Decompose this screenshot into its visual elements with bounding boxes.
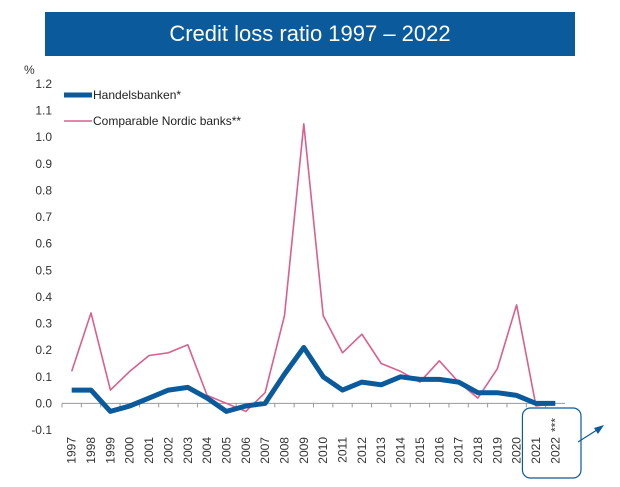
legend: Handelsbanken* Comparable Nordic banks** xyxy=(64,88,241,128)
footnote-marker: *** xyxy=(548,418,562,432)
x-tick-label: 2007 xyxy=(258,437,272,464)
x-tick-label: 2018 xyxy=(471,437,485,464)
highlight-annotation: *** xyxy=(521,407,604,479)
x-tick-label: 2000 xyxy=(123,437,137,464)
x-tick-label: 2003 xyxy=(181,437,195,464)
x-tick-label: 2001 xyxy=(142,437,156,464)
x-tick-label: 2015 xyxy=(413,437,427,464)
x-tick-label: 2002 xyxy=(161,437,175,464)
y-axis: -0.1 0.0 0.1 0.2 0.3 0.4 0.5 0.6 0.7 0.8 0.9 1.0 1.1… xyxy=(31,77,52,437)
x-tick-label: 1999 xyxy=(103,437,117,464)
y-tick-label: 0.6 xyxy=(35,237,52,251)
x-tick-label: 2010 xyxy=(316,437,330,464)
y-tick-label: 1.1 xyxy=(35,104,52,118)
x-tick-label: 2012 xyxy=(355,437,369,464)
series-line xyxy=(70,123,556,413)
x-tick-label: 2016 xyxy=(432,437,446,464)
y-tick-label: 1.2 xyxy=(35,77,52,91)
y-tick-label: 0.8 xyxy=(35,183,52,197)
y-tick-label: 0.1 xyxy=(35,370,52,384)
y-axis-label: % xyxy=(24,63,35,77)
arrow-head-icon xyxy=(594,425,604,434)
x-tick-label: 2008 xyxy=(277,437,291,464)
y-tick-label: 0.2 xyxy=(35,343,52,357)
y-tick-label: 0.9 xyxy=(35,157,52,171)
y-tick-label: 0.7 xyxy=(35,210,52,224)
y-tick-label: 1.0 xyxy=(35,130,52,144)
y-tick-label: 0.3 xyxy=(35,317,52,331)
y-tick-label: -0.1 xyxy=(31,423,52,437)
x-tick-label: 2004 xyxy=(200,437,214,464)
legend-label: Handelsbanken* xyxy=(93,88,181,102)
x-tick-label: 2011 xyxy=(336,437,350,463)
x-axis: 1997 1998 1999 2000 2001 2002 2003 2004 2005 2006… xyxy=(61,402,565,464)
y-tick-label: 0.0 xyxy=(35,396,52,410)
legend-label: Comparable Nordic banks** xyxy=(93,114,241,128)
series-line xyxy=(71,345,556,414)
x-tick-label: 2019 xyxy=(490,437,504,464)
chart-title: Credit loss ratio 1997 – 2022 xyxy=(45,12,575,56)
x-tick-label: 2014 xyxy=(394,437,408,464)
x-tick-label: 2009 xyxy=(297,437,311,464)
y-tick-label: 0.5 xyxy=(35,263,52,277)
x-tick-label: 2021 xyxy=(529,437,543,464)
x-tick-label: 2013 xyxy=(374,437,388,464)
highlight-box xyxy=(521,407,582,479)
x-tick-label: 1998 xyxy=(84,437,98,464)
x-tick-label: 2017 xyxy=(452,437,466,464)
x-tick-label: 2005 xyxy=(219,437,233,464)
x-tick-label: 2022 xyxy=(548,437,562,464)
y-tick-label: 0.4 xyxy=(35,290,52,304)
x-tick-label: 1997 xyxy=(65,437,79,464)
x-tick-label: 2006 xyxy=(239,437,253,464)
x-tick-label: 2020 xyxy=(510,437,524,464)
plot-area xyxy=(70,123,556,414)
